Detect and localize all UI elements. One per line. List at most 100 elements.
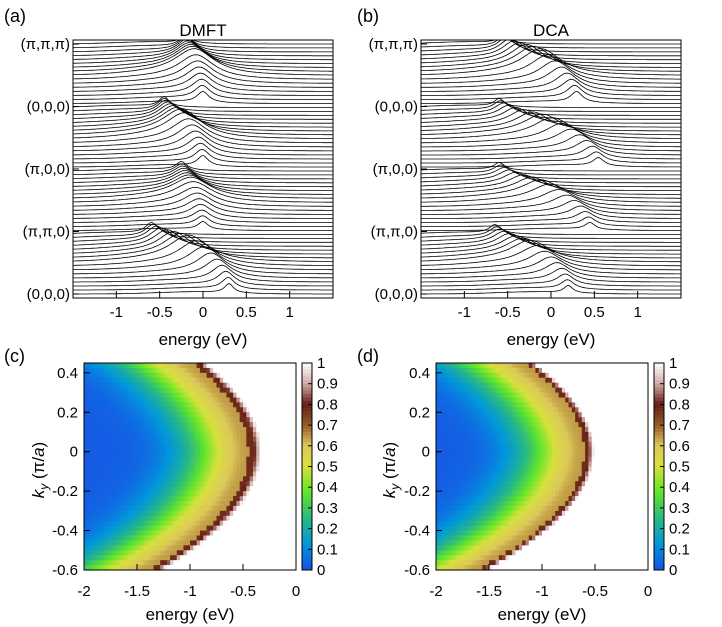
heatmap-cell: [107, 417, 112, 423]
heatmap-cell: [459, 441, 464, 448]
heatmap-cell: [266, 412, 271, 418]
heatmap-cell: [528, 402, 533, 408]
heatmap-cell: [190, 520, 194, 527]
heatmap-cell: [107, 367, 112, 374]
heatmap-cell: [206, 456, 211, 463]
heatmap-cell: [173, 427, 178, 433]
heatmap-cell: [153, 505, 158, 512]
heatmap-cell: [233, 555, 237, 561]
heatmap-cell: [226, 510, 231, 517]
heatmap-cell: [180, 367, 184, 374]
heatmap-cell: [614, 501, 619, 507]
heatmap-cell: [561, 505, 566, 512]
heatmap-cell: [153, 377, 158, 384]
heatmap-cell: [256, 436, 261, 443]
heatmap-cell: [249, 565, 254, 571]
heatmap-cell: [133, 501, 138, 507]
heatmap-cell: [542, 397, 546, 404]
panel-a-xtick-label: -0.5: [147, 304, 173, 321]
heatmap-cell: [176, 446, 181, 453]
heatmap-cell: [183, 441, 188, 448]
heatmap-cell: [246, 407, 251, 413]
heatmap-cell: [100, 372, 105, 379]
heatmap-cell: [459, 471, 464, 477]
heatmap-cell: [87, 501, 92, 507]
heatmap-cell: [439, 496, 444, 502]
heatmap-cell: [110, 367, 115, 374]
heatmap-cell: [528, 377, 533, 384]
heatmap-cell: [558, 501, 563, 507]
heatmap-cell: [130, 545, 135, 551]
heatmap-cell: [146, 565, 151, 571]
heatmap-cell: [595, 407, 599, 413]
heatmap-cell: [475, 496, 480, 502]
heatmap-cell: [133, 555, 138, 561]
heatmap-cell: [117, 446, 122, 453]
heatmap-cell: [213, 363, 218, 369]
heatmap-cell: [213, 481, 218, 487]
heatmap-cell: [120, 407, 125, 413]
spectrum-curve-a-20: [73, 103, 333, 124]
heatmap-cell: [634, 427, 639, 433]
heatmap-cell: [233, 525, 237, 532]
heatmap-cell: [538, 456, 543, 463]
heatmap-cell: [624, 407, 629, 413]
heatmap-cell: [90, 392, 95, 399]
heatmap-cell: [595, 496, 599, 502]
heatmap-cell: [223, 367, 228, 374]
heatmap-cell: [289, 486, 294, 492]
heatmap-cell: [113, 402, 118, 408]
heatmap-cell: [256, 515, 261, 522]
heatmap-cell: [641, 461, 646, 468]
heatmap-cell: [163, 372, 168, 379]
heatmap-cell: [568, 471, 573, 477]
heatmap-cell: [578, 417, 583, 423]
heatmap-cell: [100, 515, 105, 522]
heatmap-cell: [100, 427, 105, 433]
heatmap-cell: [449, 476, 454, 482]
heatmap-cell: [505, 407, 510, 413]
heatmap-cell: [479, 397, 483, 404]
spectrum-curve-a-12: [73, 72, 333, 92]
heatmap-cell: [518, 510, 523, 517]
heatmap-cell: [624, 441, 629, 448]
heatmap-cell: [113, 530, 118, 537]
heatmap-cell: [595, 441, 599, 448]
heatmap-cell: [286, 372, 290, 379]
heatmap-cell: [173, 540, 178, 546]
heatmap-cell: [87, 456, 92, 463]
heatmap-cell: [598, 412, 603, 418]
heatmap-cell: [462, 367, 467, 374]
heatmap-cell: [532, 412, 536, 418]
heatmap-cell: [120, 535, 125, 542]
heatmap-cell: [130, 441, 135, 448]
colorbar-cell: [302, 504, 312, 509]
colorbar-cell: [302, 473, 312, 478]
heatmap-cell: [588, 402, 593, 408]
heatmap-cell: [262, 466, 267, 473]
heatmap-cell: [568, 382, 573, 389]
heatmap-cell: [233, 412, 237, 418]
heatmap-cell: [97, 525, 102, 532]
heatmap-cell: [229, 392, 234, 399]
heatmap-cell: [452, 427, 457, 433]
heatmap-cell: [193, 540, 198, 546]
heatmap-cell: [146, 525, 151, 532]
heatmap-cell: [436, 461, 440, 468]
heatmap-cell: [140, 432, 145, 438]
heatmap-cell: [604, 505, 609, 512]
heatmap-cell: [143, 402, 148, 408]
heatmap-cell: [498, 501, 503, 507]
heatmap-cell: [279, 427, 284, 433]
heatmap-cell: [439, 432, 444, 438]
heatmap-cell: [598, 382, 603, 389]
heatmap-cell: [180, 560, 184, 566]
heatmap-cell: [256, 382, 261, 389]
spectrum-curve-b-22: [421, 111, 681, 132]
heatmap-cell: [269, 486, 274, 492]
heatmap-cell: [469, 377, 474, 384]
heatmap-cell: [272, 520, 277, 527]
heatmap-cell: [439, 382, 444, 389]
heatmap-cell: [216, 555, 221, 561]
heatmap-cell: [206, 466, 211, 473]
